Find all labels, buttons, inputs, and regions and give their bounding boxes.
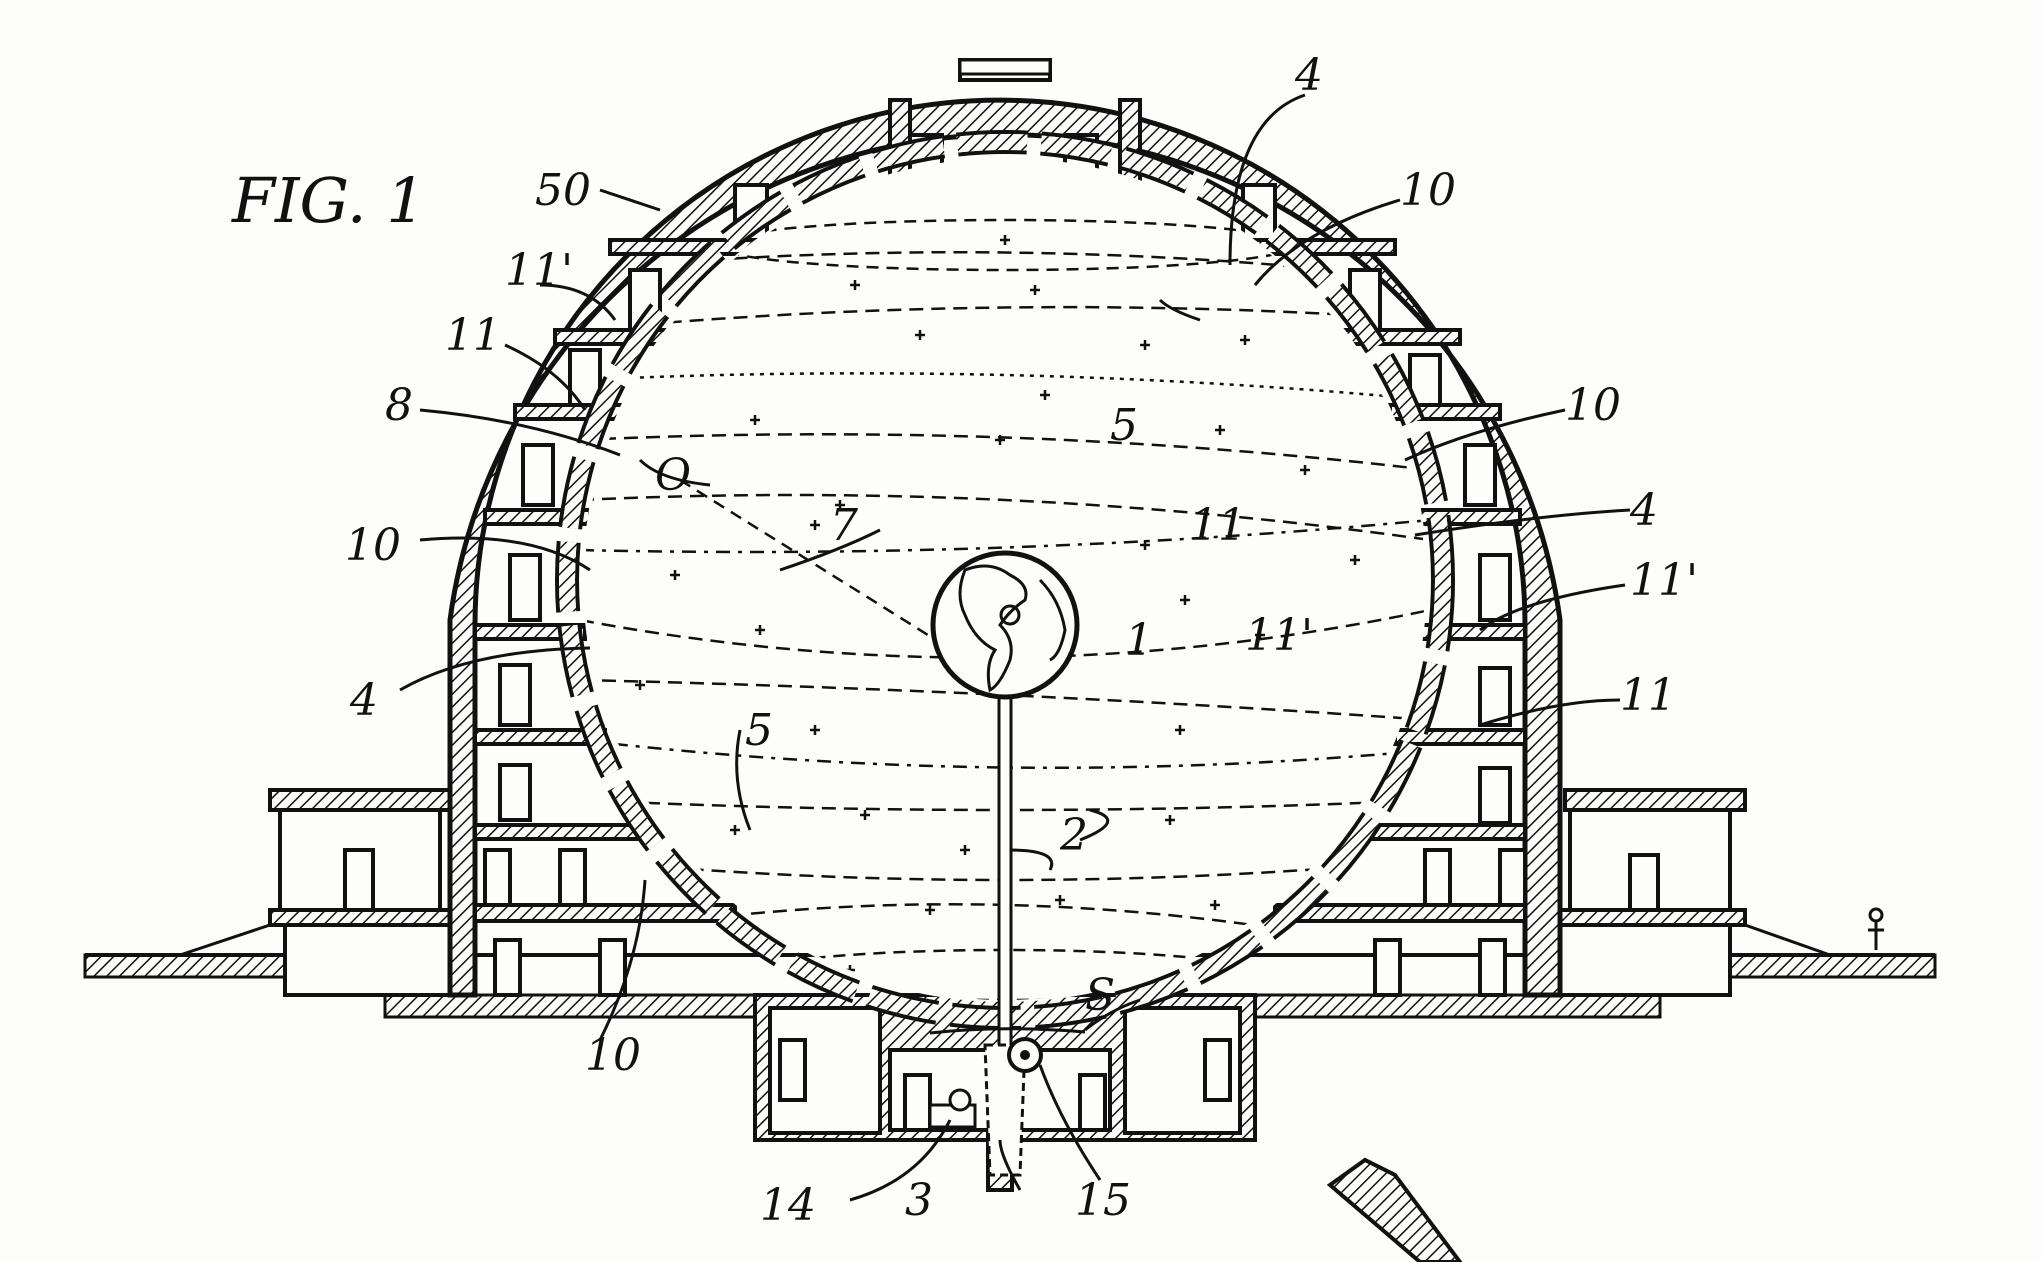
label-4-right: 4: [1629, 485, 1658, 536]
label-2: 2: [1059, 810, 1088, 861]
label-4-top: 4: [1294, 50, 1323, 101]
label-11-prime-right: 11': [1630, 555, 1698, 606]
label-7: 7: [830, 500, 858, 551]
label-1: 1: [1125, 615, 1153, 666]
left-wing: [179, 788, 462, 997]
pulley-icon: [1007, 1037, 1043, 1073]
label-11-prime-left: 11': [505, 245, 573, 296]
label-5-top: 5: [1110, 400, 1138, 451]
label-10-bottom: 10: [585, 1030, 641, 1081]
support-rod: [997, 693, 1013, 1057]
label-s: S: [1085, 970, 1115, 1021]
label-14: 14: [760, 1180, 816, 1231]
label-3: 3: [905, 1175, 933, 1226]
label-10-left: 10: [345, 520, 401, 571]
shaft-line: [929, 1027, 1086, 1035]
fragment-shape: [1326, 1157, 1463, 1262]
label-5-lower: 5: [745, 705, 773, 756]
label-10-top-right: 10: [1400, 165, 1456, 216]
leader-lines: [399, 93, 1631, 1202]
label-o: O: [655, 450, 691, 501]
label-11-prime-center: 11': [1245, 610, 1313, 661]
human-figure-icon: [1868, 907, 1884, 950]
label-11-right: 11: [1620, 670, 1676, 721]
figure-title: FIG. 1: [231, 164, 426, 237]
label-15: 15: [1075, 1175, 1131, 1226]
label-11-left: 11: [445, 310, 501, 361]
motor-icon: [928, 1088, 977, 1129]
label-8: 8: [385, 380, 413, 431]
label-10-right: 10: [1565, 380, 1621, 431]
reference-labels: 50 11' 11 8 O 10 4 7 5 5 4 10 10 4 11 11…: [345, 50, 1698, 1231]
label-50: 50: [535, 165, 591, 216]
skylight: [958, 58, 1052, 76]
label-11-center: 11: [1190, 500, 1246, 551]
stars: [635, 235, 1360, 975]
label-4-left: 4: [349, 675, 378, 726]
right-wing: [1553, 788, 1884, 997]
earth-globe-icon: [930, 550, 1080, 700]
